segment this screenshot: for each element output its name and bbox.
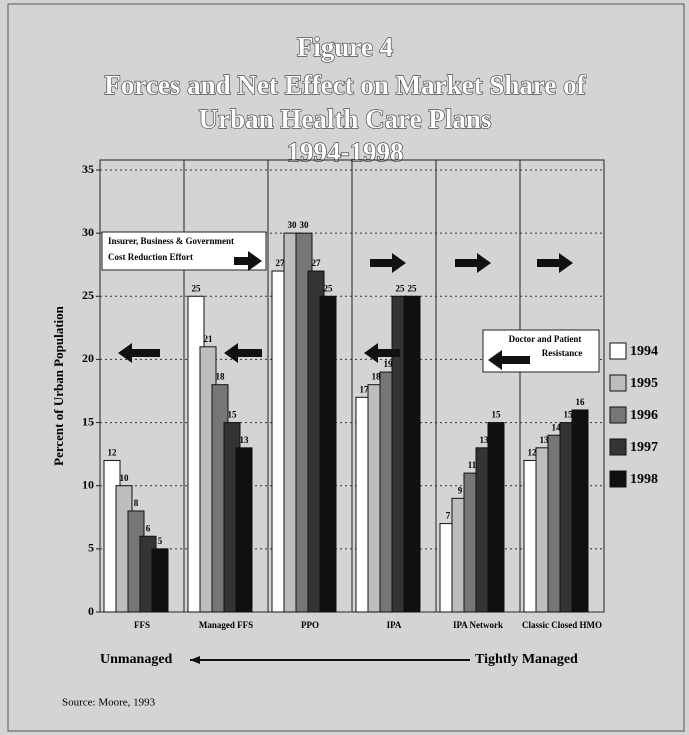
- value-label: 19: [384, 359, 394, 369]
- value-label: 25: [396, 283, 406, 293]
- y-tick-label: 20: [82, 351, 94, 365]
- value-label: 6: [146, 523, 151, 533]
- legend-label: 1994: [630, 344, 658, 359]
- x-tick-label: Managed FFS: [199, 620, 253, 630]
- x-tick-label: Classic Closed HMO: [522, 620, 602, 630]
- value-label: 13: [240, 435, 250, 445]
- bar: [487, 422, 505, 613]
- value-label: 12: [528, 448, 538, 458]
- legend-swatch: [609, 342, 627, 360]
- legend-label: 1997: [630, 440, 658, 455]
- value-label: 13: [540, 435, 550, 445]
- value-label: 18: [372, 372, 382, 382]
- frame: [7, 3, 685, 732]
- value-label: 21: [204, 334, 214, 344]
- value-label: 16: [576, 397, 586, 407]
- value-label: 12: [108, 448, 118, 458]
- x-tick-label: FFS: [134, 620, 150, 630]
- value-label: 27: [312, 258, 322, 268]
- bar: [403, 295, 421, 613]
- y-tick-label: 25: [82, 288, 94, 302]
- axis-end-label: Unmanaged: [100, 652, 173, 667]
- y-tick-label: 35: [82, 162, 94, 176]
- value-label: 30: [288, 220, 298, 230]
- y-tick-label: 5: [88, 541, 94, 555]
- annotation: Insurer, Business & Government: [108, 236, 234, 246]
- value-label: 11: [468, 460, 477, 470]
- value-label: 13: [480, 435, 490, 445]
- value-label: 15: [564, 410, 574, 420]
- value-label: 8: [134, 498, 139, 508]
- annotation: Resistance: [542, 348, 583, 358]
- bar: [235, 447, 253, 613]
- x-tick-label: PPO: [301, 620, 319, 630]
- title-line: Forces and Net Effect on Market Share of: [104, 70, 586, 100]
- value-label: 5: [158, 536, 163, 546]
- legend-label: 1996: [630, 408, 658, 423]
- annotation-box: [101, 231, 267, 271]
- value-label: 15: [228, 410, 238, 420]
- value-label: 14: [552, 422, 562, 432]
- bar: [319, 295, 337, 613]
- x-tick-label: IPA: [387, 620, 402, 630]
- x-tick-label: IPA Network: [453, 620, 503, 630]
- legend-swatch: [609, 438, 627, 456]
- annotation-box: [482, 329, 600, 373]
- title-line: Figure 4: [297, 32, 393, 62]
- value-label: 25: [408, 283, 418, 293]
- bar: [151, 548, 169, 613]
- value-label: 18: [216, 372, 226, 382]
- value-label: 9: [458, 485, 463, 495]
- value-label: 27: [276, 258, 286, 268]
- legend-swatch: [609, 470, 627, 488]
- value-label: 10: [120, 473, 130, 483]
- arrow: [190, 656, 200, 664]
- arrows: [118, 253, 573, 363]
- value-label: 15: [492, 410, 502, 420]
- title-line: Urban Health Care Plans: [199, 104, 492, 134]
- y-tick-label: 0: [88, 604, 94, 618]
- arrow: [234, 251, 262, 271]
- value-label: 30: [300, 220, 310, 230]
- y-axis-label: Percent of Urban Population: [51, 305, 66, 465]
- annotation: Doctor and Patient: [509, 334, 582, 344]
- title-line: 1994-1998: [287, 137, 404, 167]
- axis-end-label: Tightly Managed: [475, 652, 578, 667]
- legend-label: 1998: [630, 472, 658, 487]
- y-tick-label: 10: [82, 477, 94, 491]
- y-tick-label: 30: [82, 225, 94, 239]
- legend-swatch: [609, 406, 627, 424]
- value-label: 25: [192, 283, 202, 293]
- value-label: 25: [324, 283, 334, 293]
- value-label: 7: [446, 511, 451, 521]
- value-label: 17: [360, 384, 370, 394]
- annotation: Cost Reduction Effort: [108, 252, 193, 262]
- arrow: [488, 350, 530, 370]
- source: Source: Moore, 1993: [62, 697, 156, 709]
- y-tick-label: 15: [82, 414, 94, 428]
- bar: [571, 409, 589, 613]
- legend-label: 1995: [630, 376, 658, 391]
- legend-swatch: [609, 374, 627, 392]
